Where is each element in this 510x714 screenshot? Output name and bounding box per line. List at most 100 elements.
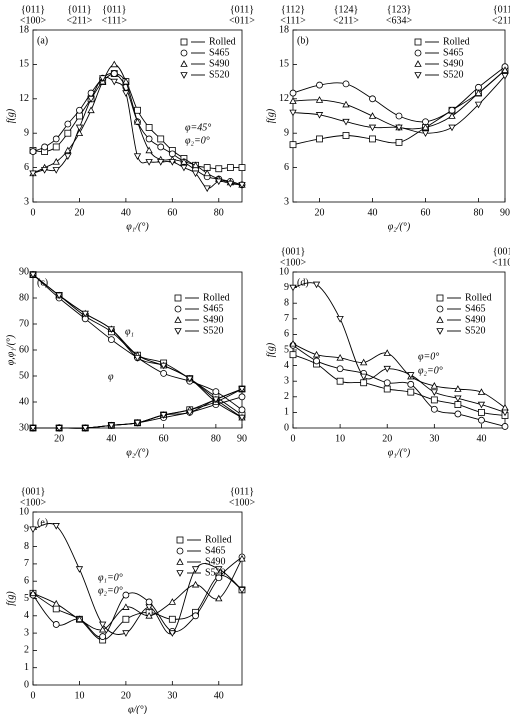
marker <box>430 405 438 413</box>
x-axis-label: φ₂/(°) <box>126 447 149 458</box>
orientation-direction: <011> <box>229 15 255 26</box>
y-tick-label: 4 <box>284 360 289 371</box>
marker <box>312 281 321 289</box>
marker <box>52 599 60 607</box>
marker <box>75 129 84 137</box>
marker <box>29 589 37 597</box>
x-tick-label: 30 <box>167 690 177 701</box>
annotation: φ=0° <box>418 351 439 362</box>
marker <box>436 316 444 323</box>
legend-label: S465 <box>209 47 230 58</box>
marker <box>76 106 83 114</box>
marker <box>29 526 37 534</box>
orientation-plane: {011} <box>493 4 510 15</box>
marker <box>448 112 456 119</box>
annotation: φ₁=0° <box>98 572 123 583</box>
series-line <box>32 558 243 631</box>
annotation: φ₂=0° <box>185 135 210 146</box>
legend-label: S520 <box>209 69 230 80</box>
series-line <box>292 354 506 416</box>
y-tick-label: 2 <box>24 645 29 656</box>
marker <box>238 414 246 422</box>
annotation: φ=45° <box>185 122 211 133</box>
orientation-direction: <111> <box>102 15 128 26</box>
x-tick-label: 60 <box>421 207 431 218</box>
marker <box>122 630 130 637</box>
marker <box>168 615 176 623</box>
x-tick-label: 40 <box>476 433 486 444</box>
marker <box>64 129 72 137</box>
marker <box>145 135 153 143</box>
marker <box>133 117 142 125</box>
marker <box>145 159 153 166</box>
orientation-plane: {011} <box>230 4 254 15</box>
marker <box>186 409 194 417</box>
y-tick-label: 80 <box>19 292 29 303</box>
marker <box>289 109 297 117</box>
marker <box>407 380 415 388</box>
panel-label: (d) <box>297 277 309 288</box>
marker <box>212 396 220 404</box>
marker <box>159 362 168 370</box>
y-tick-label: 8 <box>24 541 29 552</box>
marker <box>477 388 486 395</box>
marker <box>55 425 63 432</box>
y-tick-label: 1 <box>24 662 29 673</box>
marker <box>52 523 60 530</box>
marker <box>454 385 462 392</box>
marker <box>107 422 116 430</box>
orientation-plane: {123} <box>387 4 412 15</box>
x-tick-label: 80 <box>214 207 224 218</box>
marker <box>359 373 368 381</box>
orientation-plane: {011} <box>21 4 45 15</box>
x-tick-label: 80 <box>474 207 484 218</box>
y-tick-label: 12 <box>19 93 29 104</box>
orientation-direction: <100> <box>20 497 47 508</box>
marker <box>145 146 153 154</box>
y-tick-label: 7 <box>24 558 29 569</box>
x-axis-label: φ₁/(°) <box>126 221 149 232</box>
marker <box>454 410 462 418</box>
marker <box>383 385 391 393</box>
marker <box>110 78 118 86</box>
marker <box>289 141 297 149</box>
x-axis-label: φ₁/(°) <box>388 447 411 458</box>
marker <box>316 135 323 143</box>
legend-label: Rolled <box>203 292 230 303</box>
marker <box>430 396 438 404</box>
marker <box>289 284 297 292</box>
panel-label: (b) <box>297 35 309 46</box>
marker <box>81 425 89 432</box>
legend-label: Rolled <box>465 292 492 303</box>
x-axis-label: φ/(°) <box>128 704 148 714</box>
legend-label: S490 <box>209 58 230 69</box>
marker <box>29 271 37 279</box>
orientation-direction: <111> <box>280 15 306 26</box>
marker <box>55 292 63 300</box>
x-tick-label: 0 <box>291 433 296 444</box>
orientation-plane: {112} <box>281 4 305 15</box>
marker <box>454 401 462 409</box>
x-tick-label: 20 <box>74 207 84 218</box>
marker <box>359 358 368 366</box>
series-line <box>292 282 506 413</box>
y-axis-label: f(g) <box>5 108 16 123</box>
x-tick-label: 0 <box>31 690 36 701</box>
x-tick-label: 10 <box>335 433 345 444</box>
marker <box>191 161 200 169</box>
orientation-direction: <634> <box>386 15 413 26</box>
panel-label: (a) <box>37 35 48 46</box>
marker <box>191 580 200 588</box>
legend-label: S520 <box>465 325 486 336</box>
marker <box>342 132 350 139</box>
orientation-direction: <100> <box>229 497 256 508</box>
marker <box>75 124 84 132</box>
y-tick-label: 18 <box>279 24 289 35</box>
marker <box>407 388 415 396</box>
legend-label: S465 <box>205 545 226 556</box>
marker <box>342 100 350 108</box>
marker <box>474 101 483 109</box>
marker <box>369 95 376 103</box>
marker <box>383 349 391 356</box>
orientation-plane: {011} <box>67 4 91 15</box>
